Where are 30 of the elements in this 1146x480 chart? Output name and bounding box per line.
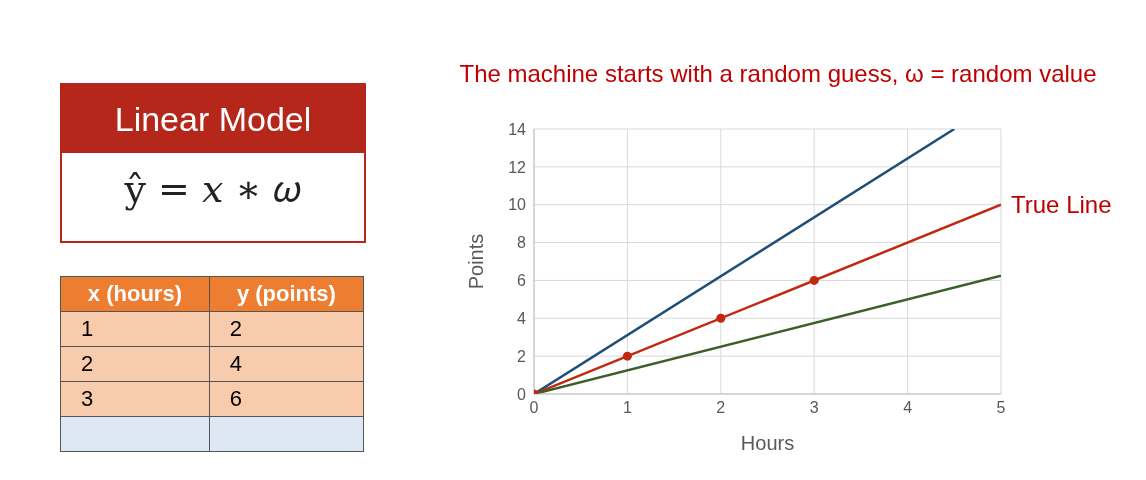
y-tick-label: 8 (517, 234, 527, 252)
x-tick-label: 2 (716, 399, 726, 417)
y-tick-label: 14 (508, 120, 527, 138)
x-tick-label: 4 (903, 399, 913, 417)
y-tick-label: 10 (508, 196, 527, 214)
data-label: 6 (209, 381, 364, 417)
annotation: True Line (1011, 191, 1112, 219)
x-tick-label: 0 (529, 399, 539, 417)
point (622, 351, 632, 361)
text: x (hours) (60, 276, 210, 312)
y-tick-label: 6 (517, 272, 527, 290)
category-label: 2 (209, 311, 364, 347)
data-label: 4 (209, 346, 364, 382)
y-tick-label: 2 (517, 347, 527, 365)
category-label: 1 (60, 311, 210, 347)
text: y (points) (209, 276, 364, 312)
y-tick-label: 0 (517, 385, 527, 403)
point (809, 275, 819, 285)
x-tick-label: 5 (996, 399, 1006, 417)
x-tick-label: 1 (622, 399, 632, 417)
text: Linear Model (62, 85, 364, 153)
chart-title: The machine starts with a random guess, ω = random value (458, 60, 1098, 88)
point (716, 313, 726, 323)
data-label: 2 (60, 346, 210, 382)
y-tick-label: 4 (517, 309, 527, 327)
text: ŷ = 𝑥 ∗ 𝜔 (123, 167, 303, 212)
y-axis-title: Points (465, 233, 488, 290)
x-tick-label: 3 (809, 399, 819, 417)
x-axis-title: Hours (740, 432, 795, 454)
y-tick-label: 12 (508, 158, 527, 176)
